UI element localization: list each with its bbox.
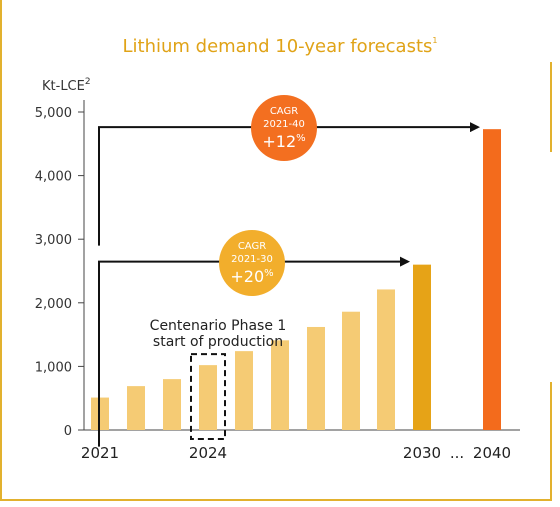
bar-2030 xyxy=(413,264,431,430)
title-footnote: 1 xyxy=(432,36,438,45)
bar-2026 xyxy=(271,340,289,430)
frame-bottom-border xyxy=(0,499,552,501)
cagr-2030-value: +20% xyxy=(230,267,273,286)
bar-2024 xyxy=(199,365,217,430)
chart-title: Lithium demand 10-year forecasts1 xyxy=(0,36,560,57)
y-tick-label: 1,000 xyxy=(35,360,72,375)
y-tick-label: 2,000 xyxy=(35,297,72,312)
cagr-2030-period: 2021-30 xyxy=(231,254,273,265)
y-tick-label: 3,000 xyxy=(35,233,72,248)
chart-title-text: Lithium demand 10-year forecasts xyxy=(122,36,433,57)
x-tick-label-2040: 2040 xyxy=(473,444,511,462)
y-tick-label: 0 xyxy=(64,424,72,439)
frame-right-border-upper xyxy=(550,62,552,152)
bar-2027 xyxy=(307,326,325,430)
cagr-2040-label: CAGR xyxy=(270,106,298,117)
y-tick-label: 4,000 xyxy=(35,170,72,185)
x-tick-label-2024: 2024 xyxy=(189,444,227,462)
phase-label-line2: start of production xyxy=(153,334,283,350)
y-axis-label: Kt-LCE2 xyxy=(42,77,91,94)
x-tick-label-2030: 2030 xyxy=(403,444,441,462)
x-axis-ellipsis: ... xyxy=(450,444,464,462)
bar-2022 xyxy=(127,386,145,430)
cagr-2040-bubble xyxy=(251,95,317,161)
bar-2029 xyxy=(377,289,395,430)
bar-2025 xyxy=(235,351,253,430)
bar-2040 xyxy=(483,129,501,430)
cagr-2030-label: CAGR xyxy=(238,241,266,252)
frame-left-border xyxy=(0,0,2,501)
cagr-2040-arrow xyxy=(98,122,480,246)
bar-2028 xyxy=(342,311,360,430)
frame-right-border-lower xyxy=(550,382,552,501)
cagr-2030-bubble xyxy=(219,230,285,296)
cagr-2040-value: +12% xyxy=(262,132,305,151)
x-tick-label-2021: 2021 xyxy=(81,444,119,462)
cagr-2030-arrow xyxy=(98,256,410,447)
phase-label-line1: Centenario Phase 1 xyxy=(150,318,287,334)
cagr-2040-period: 2021-40 xyxy=(263,119,305,130)
y-tick-label: 5,000 xyxy=(35,106,72,121)
highlight-box-2024 xyxy=(190,353,226,440)
bar-2023 xyxy=(163,379,181,430)
